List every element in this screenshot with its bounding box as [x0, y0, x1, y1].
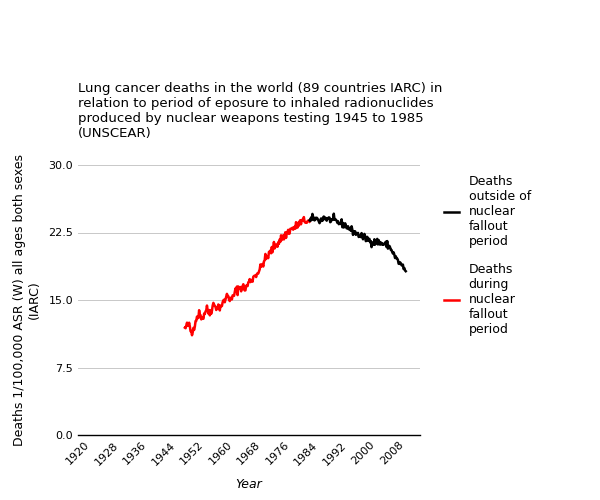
X-axis label: Year: Year	[236, 478, 262, 491]
Text: Lung cancer deaths in the world (89 countries IARC) in
relation to period of epo: Lung cancer deaths in the world (89 coun…	[78, 82, 442, 140]
Y-axis label: Deaths 1/100,000 ASR (W) all ages both sexes
(IARC): Deaths 1/100,000 ASR (W) all ages both s…	[13, 154, 41, 446]
Legend: Deaths
outside of
nuclear
fallout
period, Deaths
during
nuclear
fallout
period: Deaths outside of nuclear fallout period…	[440, 171, 535, 340]
